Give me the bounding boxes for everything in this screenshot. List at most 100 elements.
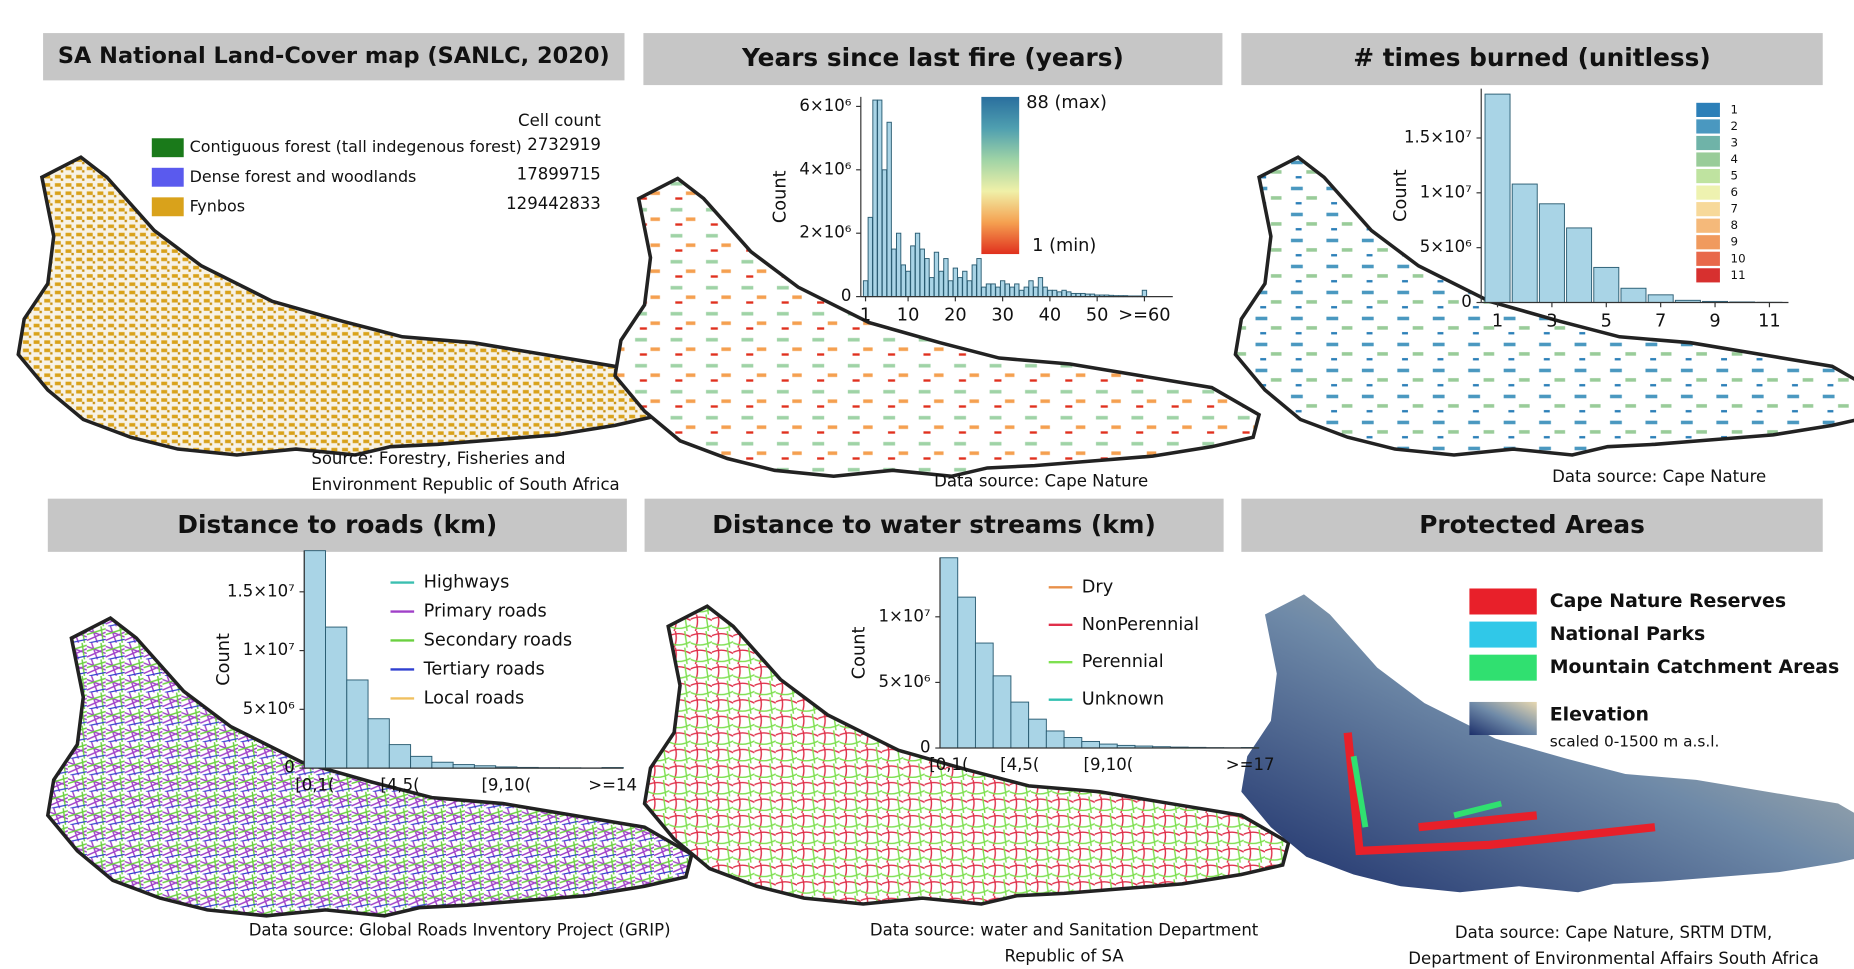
bar (347, 680, 368, 768)
legend-label: Unknown (1082, 690, 1164, 710)
legend-label: Contiguous forest (tall indegenous fores… (190, 137, 522, 156)
x-tick-label: [4,5( (380, 775, 419, 794)
bar (1621, 288, 1646, 302)
legend-label: 6 (1731, 185, 1739, 199)
y-tick-label: 5×10⁶ (243, 699, 295, 718)
bar (930, 278, 934, 297)
panel-title: Years since last fire (years) (741, 43, 1124, 72)
bar (1010, 287, 1014, 297)
legend-count: 17899715 (517, 164, 601, 183)
bar (958, 278, 962, 297)
bar (411, 756, 432, 768)
y-tick-label: 1.5×10⁷ (1404, 127, 1472, 146)
panel-title: Distance to water streams (km) (712, 510, 1156, 539)
x-tick-label: [0,1( (295, 775, 334, 794)
legend-label: Highways (424, 573, 510, 593)
bar (1046, 731, 1064, 748)
source: Environment Republic of South Africa (311, 475, 619, 494)
x-tick-label: 3 (1546, 311, 1557, 331)
bar (1567, 228, 1592, 303)
legend-label: Secondary roads (424, 630, 573, 650)
bar (896, 233, 900, 296)
legend-swatch (1696, 235, 1720, 249)
panel-title: Protected Areas (1419, 510, 1645, 539)
bar (991, 284, 995, 297)
bar (1024, 287, 1028, 297)
legend-label: Cape Nature Reserves (1550, 590, 1786, 612)
source: Department of Environmental Affairs Sout… (1408, 949, 1819, 968)
bar (953, 268, 957, 297)
source: Republic of SA (1004, 947, 1124, 966)
x-tick-label: 50 (1086, 306, 1109, 326)
x-tick-label: 11 (1758, 311, 1781, 331)
bar (982, 287, 986, 297)
bar (1594, 267, 1619, 302)
bar (925, 259, 929, 297)
x-tick-label: 5 (1601, 311, 1612, 331)
y-tick-label: 1×10⁷ (243, 640, 295, 659)
legend-label: Elevation (1550, 703, 1649, 725)
x-tick-label: 10 (897, 306, 920, 326)
x-tick-label: 1 (860, 306, 871, 326)
legend-header: Cell count (518, 111, 601, 130)
y-tick-label: 5×10⁶ (1420, 237, 1472, 256)
legend-label: Tertiary roads (423, 659, 545, 679)
source: Data source: Cape Nature (934, 472, 1148, 491)
y-tick-label: 0 (841, 286, 852, 305)
bar (432, 762, 453, 768)
bar (1000, 281, 1004, 297)
bar (1005, 284, 1009, 297)
legend-count: 2732919 (527, 135, 601, 154)
x-tick-label: >=17 (1226, 755, 1275, 774)
legend-note: scaled 0-1500 m a.s.l. (1550, 733, 1720, 751)
bar (304, 551, 325, 768)
bar (915, 233, 919, 296)
legend-swatch (1696, 169, 1720, 183)
y-axis-label: Count (1391, 169, 1411, 222)
bar (1057, 292, 1061, 297)
bar (368, 719, 389, 768)
y-tick-label: 1×10⁷ (878, 606, 930, 625)
source: Data source: Global Roads Inventory Proj… (249, 921, 671, 940)
panel-title: Distance to roads (km) (177, 510, 497, 539)
bar (887, 122, 891, 296)
x-tick-label: [4,5( (1000, 755, 1039, 774)
legend-label: Local roads (424, 688, 525, 708)
elevation-swatch (1469, 702, 1536, 735)
bar (863, 281, 867, 297)
x-tick-label: 40 (1039, 306, 1062, 326)
x-tick-label: [9,10( (481, 775, 531, 794)
legend-swatch (1696, 252, 1720, 266)
legend-swatch (1696, 152, 1720, 166)
y-tick-label: 5×10⁶ (878, 672, 930, 691)
bar (1034, 287, 1038, 297)
y-axis-label: Count (214, 633, 234, 686)
y-tick-label: 1.5×10⁷ (227, 581, 295, 600)
bar (1048, 290, 1052, 296)
y-tick-label: 6×10⁶ (799, 96, 851, 115)
bar (892, 249, 896, 297)
bar (972, 265, 976, 297)
x-tick-label: 9 (1709, 311, 1720, 331)
figure: SA National Land-Cover map (SANLC, 2020)… (0, 0, 1854, 969)
legend-count: 129442833 (506, 194, 601, 213)
bar (963, 271, 967, 296)
y-tick-label: 1×10⁷ (1420, 182, 1472, 201)
y-tick-label: 0 (920, 738, 931, 757)
source: Data source: Cape Nature, SRTM DTM, (1455, 923, 1772, 942)
y-tick-label: 4×10⁶ (799, 159, 851, 178)
legend-swatch (1469, 588, 1536, 614)
bar (878, 100, 882, 297)
colorbar (981, 97, 1019, 254)
legend-label: 8 (1731, 218, 1739, 232)
legend-label: 2 (1731, 119, 1739, 133)
map (1241, 594, 1854, 892)
panel-title: SA National Land-Cover map (SANLC, 2020) (58, 43, 610, 69)
legend-label: Perennial (1082, 652, 1164, 672)
x-tick-label: [9,10( (1084, 755, 1134, 774)
legend-swatch (152, 168, 184, 187)
legend-label: 7 (1731, 202, 1739, 216)
legend-label: 3 (1731, 135, 1739, 149)
legend-swatch (152, 138, 184, 157)
bar (906, 271, 910, 296)
